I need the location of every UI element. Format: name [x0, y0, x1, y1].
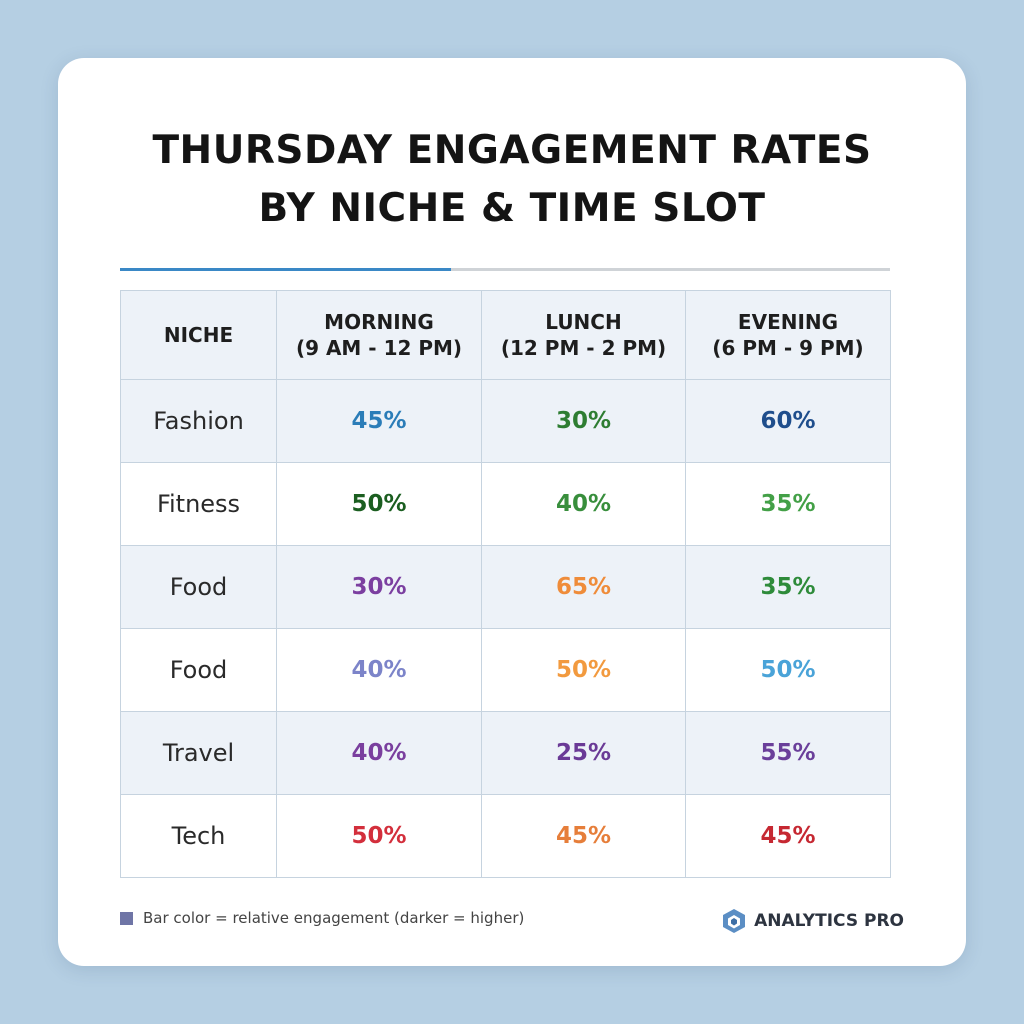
value-cell: 40%: [276, 628, 482, 712]
value-cell: 55%: [685, 711, 891, 795]
legend: Bar color = relative engagement (darker …: [120, 908, 524, 928]
niche-cell: Fitness: [120, 462, 277, 546]
value-cell: 30%: [481, 379, 686, 463]
table-row: Fashion 45% 30% 60%: [120, 379, 891, 463]
chart-card: THURSDAY ENGAGEMENT RATES BY NICHE & TIM…: [58, 58, 966, 966]
column-header-evening: EVENING (6 PM - 9 PM): [685, 290, 891, 380]
table-body: Fashion 45% 30% 60% Fitness 50% 40% 35% Food 30% 6…: [120, 379, 891, 878]
value-cell: 35%: [685, 462, 891, 546]
hexagon-logo-icon: [723, 909, 746, 933]
column-subheader-lunch: (12 PM - 2 PM): [500, 336, 667, 360]
niche-cell: Fashion: [120, 379, 277, 463]
value-cell: 25%: [481, 711, 686, 795]
column-header-morning: MORNING (9 AM - 12 PM): [276, 290, 482, 380]
value-cell: 50%: [276, 462, 482, 546]
niche-cell: Food: [120, 628, 277, 712]
niche-cell: Tech: [120, 794, 277, 878]
chart-title: THURSDAY ENGAGEMENT RATES BY NICHE & TIM…: [58, 122, 966, 238]
legend-text: Bar color = relative engagement (darker …: [143, 909, 525, 927]
title-divider-accent: [120, 268, 452, 271]
value-cell: 30%: [276, 545, 482, 629]
value-cell: 50%: [276, 794, 482, 878]
title-line-2: BY NICHE & TIME SLOT: [258, 186, 766, 231]
value-cell: 45%: [276, 379, 482, 463]
value-cell: 65%: [481, 545, 686, 629]
column-subheader-evening: (6 PM - 9 PM): [712, 336, 864, 360]
legend-swatch: [120, 911, 133, 925]
value-cell: 60%: [685, 379, 891, 463]
brand: ANALYTICS PRO: [722, 908, 904, 934]
title-divider: [120, 268, 890, 271]
column-header-lunch: LUNCH (12 PM - 2 PM): [481, 290, 686, 380]
value-cell: 40%: [276, 711, 482, 795]
column-header-niche: NICHE: [120, 290, 277, 380]
value-cell: 50%: [685, 628, 891, 712]
engagement-table: NICHE MORNING (9 AM - 12 PM) LUNCH (12 P…: [120, 290, 891, 878]
value-cell: 35%: [685, 545, 891, 629]
value-cell: 45%: [481, 794, 686, 878]
value-cell: 40%: [481, 462, 686, 546]
table-row: Food 30% 65% 35%: [120, 545, 891, 629]
table-row: Tech 50% 45% 45%: [120, 794, 891, 878]
niche-cell: Food: [120, 545, 277, 629]
value-cell: 45%: [685, 794, 891, 878]
value-cell: 50%: [481, 628, 686, 712]
table-row: Fitness 50% 40% 35%: [120, 462, 891, 546]
table-header-row: NICHE MORNING (9 AM - 12 PM) LUNCH (12 P…: [120, 290, 891, 380]
title-line-1: THURSDAY ENGAGEMENT RATES: [152, 128, 872, 173]
brand-name: ANALYTICS PRO: [754, 911, 904, 931]
table-row: Food 40% 50% 50%: [120, 628, 891, 712]
niche-cell: Travel: [120, 711, 277, 795]
column-subheader-morning: (9 AM - 12 PM): [295, 336, 463, 360]
table-row: Travel 40% 25% 55%: [120, 711, 891, 795]
